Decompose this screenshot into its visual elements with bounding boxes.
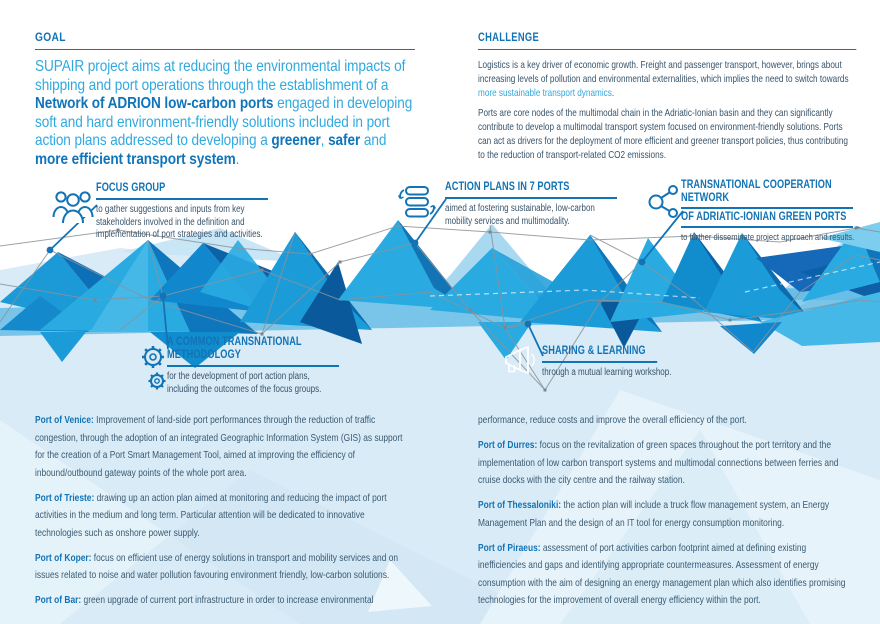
port-piraeus-label: Port of Piraeus: [478, 541, 543, 554]
challenge-paragraph-2: Ports are core nodes of the multimodal c… [478, 107, 848, 161]
port-piraeus-paragraph: Port of Piraeus: assessment of port acti… [478, 540, 855, 610]
callout-focus-group-desc: to gather suggestions and inputs from ke… [96, 204, 263, 240]
goal-heading: GOAL [35, 30, 415, 50]
callout-action-plans-desc: aimed at fostering sustainable, low-carb… [445, 203, 595, 227]
stacked-plans-icon [397, 184, 437, 228]
callout-methodology-desc: for the development of port action plans… [167, 371, 322, 395]
port-thessaloniki-label: Port of Thessaloniki: [478, 499, 564, 511]
goal-section: GOAL SUPAIR project aims at reducing the… [35, 30, 415, 169]
port-thessaloniki-paragraph: Port of Thessaloniki: the action plan wi… [478, 497, 855, 532]
network-icon [647, 184, 679, 220]
port-koper-paragraph: Port of Koper: focus on efficient use of… [35, 550, 412, 585]
goal-run-bold: safer [328, 132, 361, 149]
challenge-highlight-text: more sustainable transport dynamics [478, 87, 612, 99]
goal-run: . [235, 150, 240, 168]
gears-icon [137, 344, 171, 392]
port-bar-paragraph: Port of Bar: green upgrade of current po… [35, 592, 412, 610]
port-venice-paragraph: Port of Venice: Improvement of land-side… [35, 412, 412, 482]
challenge-section: CHALLENGE Logistics is a key driver of e… [478, 30, 857, 168]
goal-run: , [320, 132, 329, 149]
port-bar-text: green upgrade of current port infrastruc… [83, 594, 374, 606]
callout-coop-network-desc: to further disseminate project approach … [681, 232, 855, 243]
callout-action-plans: ACTION PLANS IN 7 PORTS aimed at fosteri… [445, 181, 617, 228]
ports-right-column: performance, reduce costs and improve th… [478, 412, 855, 617]
port-durres-label: Port of Durres: [478, 439, 540, 451]
port-koper-label: Port of Koper: [35, 551, 94, 564]
goal-run-bold: Network of ADRION low-carbon ports [35, 95, 274, 112]
callout-coop-network: TRANSNATIONAL COOPERATION NETWORK OF ADR… [681, 179, 855, 245]
port-trieste-label: Port of Trieste: [35, 491, 97, 504]
goal-run-bold: greener [271, 132, 321, 149]
ports-left-column: Port of Venice: Improvement of land-side… [35, 412, 412, 617]
port-trieste-paragraph: Port of Trieste: drawing up an action pl… [35, 490, 412, 543]
callout-methodology-title: A COMMON TRANSNATIONAL METHODOLOGY [167, 336, 339, 367]
callout-sharing: SHARING & LEARNING through a mutual lear… [542, 341, 702, 380]
callout-coop-network-title-line1: TRANSNATIONAL COOPERATION NETWORK [681, 179, 853, 209]
megaphone-icon [502, 344, 538, 378]
callout-sharing-title: SHARING & LEARNING [542, 345, 657, 363]
port-venice-label: Port of Venice: [35, 414, 97, 426]
challenge-run: Logistics is a key driver of economic gr… [478, 59, 849, 85]
callout-methodology: A COMMON TRANSNATIONAL METHODOLOGY for t… [167, 336, 339, 396]
callout-sharing-desc: through a mutual learning workshop. [542, 367, 672, 378]
goal-run: and [360, 132, 387, 149]
callout-focus-group-title: FOCUS GROUP [96, 182, 268, 200]
port-bar-continuation-text: performance, reduce costs and improve th… [478, 414, 747, 426]
callout-focus-group: FOCUS GROUP to gather suggestions and in… [96, 182, 268, 242]
callout-coop-network-title-line2: OF ADRIATIC-IONIAN GREEN PORTS [681, 211, 853, 228]
challenge-paragraph-1: Logistics is a key driver of economic gr… [478, 58, 856, 100]
port-bar-continuation: performance, reduce costs and improve th… [478, 412, 855, 430]
goal-run-bold: more efficient transport system [35, 150, 236, 168]
people-icon [52, 188, 94, 226]
goal-text: SUPAIR project aims at reducing the envi… [35, 58, 415, 169]
port-bar-label: Port of Bar: [35, 594, 84, 606]
challenge-heading: CHALLENGE [478, 30, 857, 50]
goal-run: SUPAIR project aims at reducing the envi… [35, 58, 406, 94]
goal-run: engaged in developing soft and hard envi… [35, 95, 413, 149]
callout-action-plans-title: ACTION PLANS IN 7 PORTS [445, 181, 617, 199]
port-durres-paragraph: Port of Durres: focus on the revitalizat… [478, 437, 855, 490]
challenge-run: . [611, 87, 615, 99]
